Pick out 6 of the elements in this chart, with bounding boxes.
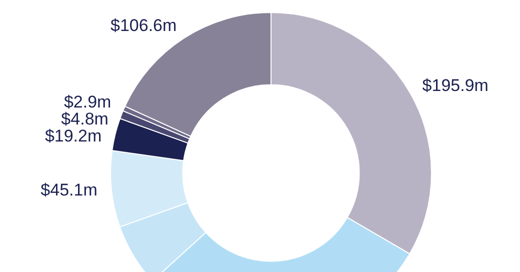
data-label: $195.9m	[422, 76, 488, 95]
data-label: $2.9m	[64, 92, 112, 112]
data-label: $106.6m	[110, 16, 177, 35]
data-label: $45.1m	[40, 180, 98, 200]
data-label: $19.2m	[44, 126, 102, 146]
data-label: $4.8m	[61, 110, 108, 129]
